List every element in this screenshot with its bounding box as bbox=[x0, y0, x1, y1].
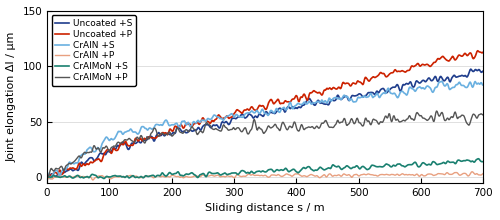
CrAlMoN +P bbox=[151, 127, 157, 130]
CrAlMoN +S bbox=[480, 160, 486, 163]
CrAlMoN +S bbox=[476, 157, 482, 160]
Uncoated +P bbox=[44, 176, 50, 179]
CrAlN +S bbox=[44, 171, 50, 174]
CrAlMoN +S bbox=[182, 173, 188, 176]
Uncoated +S bbox=[168, 133, 173, 136]
Uncoated +S bbox=[44, 174, 50, 177]
CrAlN +P bbox=[152, 176, 158, 179]
CrAlMoN +S bbox=[152, 175, 158, 178]
Uncoated +S bbox=[182, 131, 188, 134]
CrAlN +S bbox=[331, 97, 337, 99]
Line: Uncoated +S: Uncoated +S bbox=[47, 69, 483, 177]
CrAlN +P bbox=[182, 175, 188, 178]
CrAlN +P bbox=[469, 170, 475, 173]
CrAlN +P bbox=[438, 172, 444, 175]
CrAlN +P bbox=[480, 172, 486, 175]
Uncoated +S bbox=[331, 99, 337, 102]
CrAlMoN +S bbox=[331, 164, 337, 167]
Uncoated +P bbox=[151, 137, 157, 139]
CrAlMoN +P bbox=[330, 126, 336, 129]
CrAlN +S bbox=[182, 122, 188, 125]
CrAlN +P bbox=[44, 178, 50, 180]
CrAlMoN +P bbox=[438, 112, 444, 115]
CrAlN +S bbox=[152, 126, 158, 128]
Legend: Uncoated +S, Uncoated +P, CrAlN +S, CrAlN +P, CrAlMoN +S, CrAlMoN +P: Uncoated +S, Uncoated +P, CrAlN +S, CrAl… bbox=[52, 15, 136, 86]
CrAlN +S bbox=[480, 84, 486, 86]
CrAlMoN +P bbox=[44, 176, 50, 179]
Uncoated +P bbox=[167, 128, 173, 130]
CrAlN +S bbox=[47, 178, 53, 180]
CrAlN +P bbox=[168, 175, 173, 178]
Uncoated +P bbox=[480, 51, 486, 53]
CrAlN +P bbox=[384, 173, 390, 176]
X-axis label: Sliding distance s / m: Sliding distance s / m bbox=[206, 203, 325, 213]
Line: Uncoated +P: Uncoated +P bbox=[47, 51, 483, 177]
CrAlMoN +S bbox=[168, 172, 173, 174]
Line: CrAlN +P: CrAlN +P bbox=[47, 172, 483, 180]
CrAlN +S bbox=[384, 89, 390, 91]
CrAlMoN +S bbox=[44, 177, 50, 179]
CrAlMoN +P bbox=[384, 116, 390, 118]
CrAlN +S bbox=[438, 80, 444, 83]
Line: CrAlMoN +S: CrAlMoN +S bbox=[47, 159, 483, 178]
CrAlMoN +P bbox=[167, 131, 173, 134]
Uncoated +S bbox=[480, 70, 486, 72]
CrAlMoN +P bbox=[434, 110, 440, 112]
Uncoated +S bbox=[468, 68, 474, 70]
Line: CrAlMoN +P: CrAlMoN +P bbox=[47, 111, 483, 178]
CrAlN +P bbox=[90, 179, 96, 181]
Uncoated +S bbox=[384, 91, 390, 94]
Uncoated +S bbox=[438, 75, 444, 78]
Uncoated +P bbox=[384, 75, 390, 78]
CrAlMoN +S bbox=[101, 177, 107, 180]
Uncoated +P bbox=[437, 57, 443, 60]
CrAlN +P bbox=[331, 174, 337, 177]
Uncoated +S bbox=[152, 140, 158, 142]
CrAlMoN +P bbox=[480, 114, 486, 116]
CrAlMoN +S bbox=[438, 162, 444, 165]
Uncoated +P bbox=[330, 86, 336, 89]
CrAlMoN +S bbox=[384, 163, 390, 166]
Uncoated +P bbox=[474, 50, 480, 52]
Uncoated +S bbox=[52, 175, 58, 178]
CrAlN +S bbox=[168, 124, 173, 126]
CrAlN +S bbox=[438, 80, 444, 83]
Line: CrAlN +S: CrAlN +S bbox=[47, 81, 483, 179]
Y-axis label: Joint elongation Δl / µm: Joint elongation Δl / µm bbox=[7, 32, 17, 162]
Uncoated +P bbox=[182, 124, 188, 127]
CrAlMoN +P bbox=[182, 129, 188, 132]
